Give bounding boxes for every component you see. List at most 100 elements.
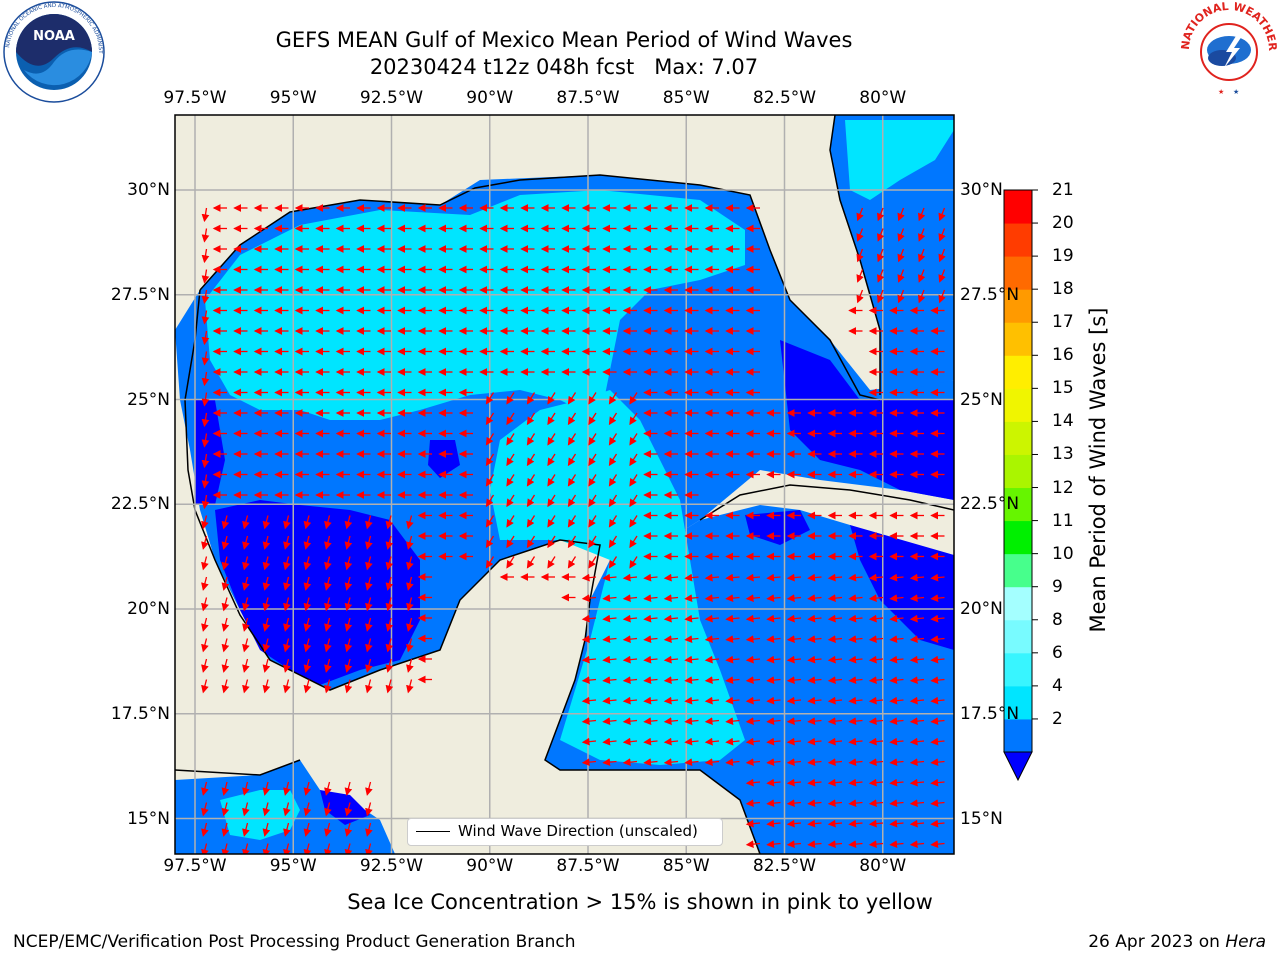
wind-arrow [868, 778, 884, 787]
wind-arrow [848, 594, 863, 602]
wind-arrow [827, 676, 843, 684]
wind-arrow [242, 576, 250, 591]
wind-arrow [201, 453, 210, 469]
wind-arrow [807, 573, 822, 582]
y-tick-label-right: 20°N [960, 599, 1003, 619]
wind-arrow [889, 840, 904, 848]
wind-arrow [242, 802, 250, 817]
wind-arrow [786, 758, 802, 766]
wind-arrow [303, 576, 312, 591]
wind-arrow [324, 781, 332, 796]
map-frame [174, 114, 955, 855]
x-tick-label-bottom: 80°W [859, 856, 907, 876]
wind-arrow [704, 676, 720, 684]
credit-date: 26 Apr 2023 on [1088, 932, 1220, 952]
wind-arrow [567, 474, 577, 487]
wind-arrow [242, 556, 250, 571]
wind-arrow [406, 515, 414, 530]
x-tick-label-bottom: 97.5°W [163, 856, 227, 876]
wind-arrow [262, 515, 271, 530]
wind-arrow [848, 778, 863, 787]
colorbar-segment [1004, 256, 1032, 290]
colorbar-segment [1004, 685, 1032, 720]
wind-arrow [201, 515, 209, 530]
wind-arrow [283, 822, 291, 837]
wind-arrow [242, 515, 250, 530]
wind-arrow [201, 535, 209, 550]
wind-arrow [766, 594, 781, 602]
wind-arrow [547, 453, 556, 467]
wind-arrow [506, 474, 515, 487]
wind-arrow [567, 535, 577, 549]
wind-arrow [889, 614, 904, 623]
wind-arrow [365, 802, 373, 817]
colorbar-tick-label: 2 [1052, 708, 1063, 729]
wind-arrow [704, 635, 720, 643]
wind-arrow [201, 310, 210, 325]
wind-arrow [365, 781, 373, 796]
wind-arrow [704, 655, 720, 664]
wind-arrow [827, 594, 843, 602]
noaa-logo-text: NOAA [33, 29, 75, 44]
wind-arrow [909, 696, 925, 705]
y-tick-label-left: 20°N [127, 599, 170, 619]
wind-arrow [745, 573, 761, 582]
wind-arrow [485, 556, 495, 569]
wind-arrow [221, 638, 230, 653]
wind-arrow [485, 515, 495, 528]
wind-arrow [201, 228, 210, 243]
wind-arrow [602, 635, 617, 643]
wind-arrow [547, 494, 556, 508]
wind-arrow [868, 594, 884, 602]
wind-arrow [406, 638, 414, 653]
wind-arrow [909, 614, 925, 623]
x-tick-label-bottom: 92.5°W [359, 856, 424, 876]
colorbar-tick-label: 9 [1052, 576, 1063, 597]
wind-arrow [385, 597, 394, 612]
wind-arrow [262, 679, 271, 694]
wind-arrow [663, 614, 679, 623]
wind-arrow [930, 737, 945, 746]
wind-arrow [930, 696, 945, 705]
wind-arrow [567, 412, 577, 426]
wind-arrow [344, 617, 353, 632]
wind-arrow [766, 717, 781, 725]
wind-arrow [365, 576, 373, 591]
wind-arrow [930, 573, 945, 582]
wind-arrow [629, 453, 638, 467]
credit-organization: NCEP/EMC/Verification Post Processing Pr… [13, 932, 576, 952]
wind-arrow [201, 802, 209, 817]
wind-arrow [938, 207, 946, 222]
wind-arrow [262, 822, 271, 837]
colorbar-segment [1004, 718, 1032, 753]
deepblue-zone-florida [780, 340, 954, 500]
wind-arrow [303, 617, 312, 632]
colorbar-segment [1004, 355, 1032, 389]
wind-arrow [365, 658, 373, 673]
wind-arrow [526, 515, 536, 528]
wind-arrow [629, 474, 638, 487]
wind-arrow [786, 737, 802, 746]
colorbar-segment [1004, 487, 1032, 522]
wind-arrow [365, 556, 373, 571]
wind-arrow [930, 819, 945, 828]
wind-arrow [201, 433, 210, 448]
wind-arrow [848, 758, 863, 766]
wind-arrow [725, 594, 740, 602]
wind-arrow [766, 840, 781, 848]
wind-arrow [786, 594, 802, 602]
wind-arrow [909, 778, 925, 787]
x-tick-label-top: 97.5°W [163, 88, 227, 108]
wind-arrow [602, 737, 617, 746]
x-tick-label-top: 90°W [466, 88, 514, 108]
wind-arrow [827, 635, 843, 643]
wind-arrow [684, 594, 699, 602]
wind-arrow [526, 535, 536, 549]
wind-arrow [889, 573, 904, 582]
wind-arrow [622, 758, 638, 766]
wind-arrow [827, 573, 843, 582]
wind-arrow [385, 515, 394, 530]
wind-arrow [704, 717, 720, 725]
wind-arrow [242, 617, 250, 632]
wind-arrow [745, 696, 761, 705]
